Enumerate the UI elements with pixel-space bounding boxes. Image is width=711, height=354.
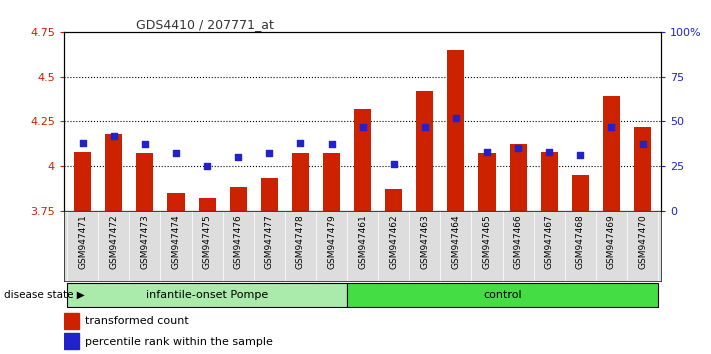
Text: disease state ▶: disease state ▶ xyxy=(4,290,85,300)
Text: GSM947465: GSM947465 xyxy=(483,214,491,269)
Point xyxy=(513,145,524,151)
Bar xyxy=(292,153,309,211)
Bar xyxy=(323,153,340,211)
Point xyxy=(574,152,586,158)
Point xyxy=(201,163,213,169)
Point xyxy=(326,142,337,147)
Point xyxy=(419,124,431,130)
Bar xyxy=(74,152,91,211)
Bar xyxy=(137,153,154,211)
Bar xyxy=(105,134,122,211)
Point xyxy=(139,142,151,147)
Text: control: control xyxy=(483,290,522,300)
Bar xyxy=(347,283,658,307)
Text: GSM947461: GSM947461 xyxy=(358,214,367,269)
Point xyxy=(294,140,306,145)
Bar xyxy=(634,127,651,211)
Bar xyxy=(572,175,589,211)
Text: transformed count: transformed count xyxy=(85,316,188,326)
Text: GSM947466: GSM947466 xyxy=(513,214,523,269)
Bar xyxy=(67,283,347,307)
Point xyxy=(543,149,555,154)
Bar xyxy=(510,144,527,211)
Text: GSM947475: GSM947475 xyxy=(203,214,212,269)
Point xyxy=(637,142,648,147)
Bar xyxy=(416,91,434,211)
Text: GSM947471: GSM947471 xyxy=(78,214,87,269)
Point xyxy=(357,124,368,130)
Text: GDS4410 / 207771_at: GDS4410 / 207771_at xyxy=(136,18,274,31)
Text: GSM947463: GSM947463 xyxy=(420,214,429,269)
Text: GSM947462: GSM947462 xyxy=(389,214,398,269)
Bar xyxy=(479,153,496,211)
Point xyxy=(108,133,119,138)
Text: GSM947472: GSM947472 xyxy=(109,214,118,269)
Text: GSM947479: GSM947479 xyxy=(327,214,336,269)
Point xyxy=(264,150,275,156)
Text: percentile rank within the sample: percentile rank within the sample xyxy=(85,337,273,347)
Bar xyxy=(198,198,215,211)
Point xyxy=(388,161,400,167)
Text: GSM947478: GSM947478 xyxy=(296,214,305,269)
Bar xyxy=(261,178,278,211)
Point xyxy=(170,150,181,156)
Bar xyxy=(354,109,371,211)
Point xyxy=(232,154,244,160)
Point xyxy=(77,140,88,145)
Bar xyxy=(540,152,558,211)
Point xyxy=(450,115,461,120)
Text: GSM947470: GSM947470 xyxy=(638,214,647,269)
Text: GSM947473: GSM947473 xyxy=(140,214,149,269)
Text: GSM947468: GSM947468 xyxy=(576,214,585,269)
Point xyxy=(606,124,617,130)
Bar xyxy=(603,96,620,211)
Text: GSM947474: GSM947474 xyxy=(171,214,181,269)
Text: GSM947467: GSM947467 xyxy=(545,214,554,269)
Text: GSM947464: GSM947464 xyxy=(451,214,461,269)
Bar xyxy=(385,189,402,211)
Bar xyxy=(447,50,464,211)
Text: GSM947476: GSM947476 xyxy=(234,214,242,269)
Text: infantile-onset Pompe: infantile-onset Pompe xyxy=(146,290,268,300)
Bar xyxy=(230,187,247,211)
Text: GSM947477: GSM947477 xyxy=(264,214,274,269)
Bar xyxy=(64,333,79,349)
Bar xyxy=(64,313,79,329)
Point xyxy=(481,149,493,154)
Text: GSM947469: GSM947469 xyxy=(607,214,616,269)
Bar xyxy=(167,193,185,211)
